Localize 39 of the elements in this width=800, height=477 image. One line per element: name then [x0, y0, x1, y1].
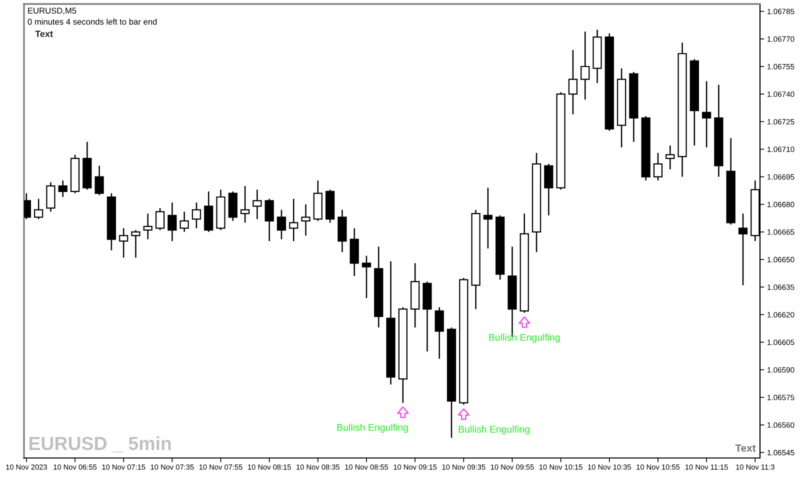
chart-title: EURUSD,M5	[28, 8, 76, 15]
candlestick	[289, 198, 298, 242]
candlestick	[94, 165, 104, 196]
candlestick	[34, 198, 44, 220]
candlestick	[276, 209, 286, 240]
candlestick	[580, 30, 590, 100]
candlestick	[362, 255, 372, 299]
candlestick	[168, 202, 177, 242]
candlestick	[180, 211, 189, 233]
candlestick	[252, 189, 262, 220]
annotation: Bullish Engulfing	[489, 334, 560, 343]
annotation: Text	[35, 30, 53, 38]
candlestick	[155, 207, 165, 231]
candlestick	[204, 190, 214, 233]
candlestick	[228, 190, 238, 222]
candlestick	[46, 182, 56, 212]
annotation: EURUSD _ 5min	[29, 436, 171, 452]
candlestick	[738, 212, 748, 286]
candlestick	[350, 228, 359, 277]
candlestick	[301, 204, 310, 236]
candlestick	[434, 306, 444, 360]
candlestick	[666, 144, 675, 170]
candlestick	[338, 209, 347, 253]
annotation: Text	[735, 444, 756, 452]
candlestick	[240, 185, 250, 224]
annotation: Bullish Engulfing	[337, 424, 408, 433]
text: 0 minutes 4 seconds left to bar end	[28, 18, 157, 25]
candlestick	[483, 187, 493, 250]
candlestick	[143, 212, 152, 240]
candlestick	[58, 180, 68, 198]
candlestick	[264, 198, 274, 242]
candlestick	[544, 163, 554, 216]
candlestick	[702, 80, 712, 148]
candlestick	[192, 202, 202, 229]
candlestick	[653, 152, 663, 182]
candlestick	[131, 229, 140, 258]
annotation: Bullish Engulfing	[458, 426, 530, 435]
candlestick	[119, 228, 128, 258]
candlestick	[568, 49, 578, 115]
